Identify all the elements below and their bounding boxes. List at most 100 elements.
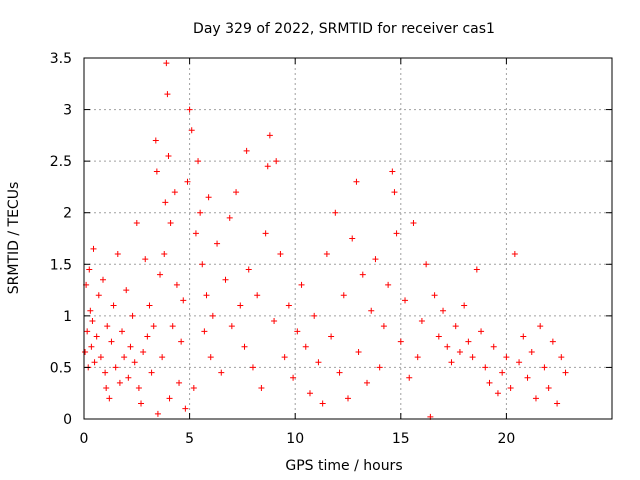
data-point [298,281,305,288]
data-point [262,230,269,237]
data-point [273,158,280,165]
data-point [241,343,248,350]
data-point [116,379,123,386]
data-point [171,189,178,196]
x-tick-label: 0 [80,431,89,447]
data-point [89,318,96,325]
data-point [290,374,297,381]
data-point [385,281,392,288]
data-point [150,323,157,330]
y-tick-label: 0 [63,412,72,428]
data-point [106,395,113,402]
data-point [169,323,176,330]
data-point [159,354,166,361]
data-point [359,271,366,278]
data-point [144,333,151,340]
data-point [233,189,240,196]
data-point [264,163,271,170]
data-point [372,256,379,263]
x-axis-label: GPS time / hours [285,458,402,474]
data-point [154,410,161,417]
data-point [465,338,472,345]
data-point [84,328,91,335]
data-point [440,307,447,314]
data-point [192,230,199,237]
data-point [444,343,451,350]
data-point [490,343,497,350]
data-point [207,354,214,361]
data-point [112,364,119,371]
x-tick-label: 15 [392,431,410,447]
data-point [524,374,531,381]
x-tick-label: 10 [286,431,304,447]
data-point [102,369,109,376]
data-point [302,343,309,350]
data-point [549,338,556,345]
data-point [469,354,476,361]
data-point [254,292,261,299]
data-point [245,266,252,273]
data-point [153,168,160,175]
data-point [294,328,301,335]
data-point [97,354,104,361]
data-point [311,312,318,319]
data-point [473,266,480,273]
data-point [166,395,173,402]
data-point [199,261,206,268]
data-point [355,348,362,355]
data-point [203,292,210,299]
data-point [195,158,202,165]
data-point [456,348,463,355]
data-point [138,400,145,407]
data-point [110,302,117,309]
data-point [135,385,142,392]
data-point [86,266,93,273]
data-point [249,364,256,371]
data-point [402,297,409,304]
data-point [461,302,468,309]
data-point [406,374,413,381]
data-points [82,60,569,420]
data-point [281,354,288,361]
data-point [336,369,343,376]
data-point [91,359,98,366]
data-point [176,379,183,386]
data-point [148,369,155,376]
data-point [537,323,544,330]
data-point [119,328,126,335]
data-point [222,276,229,283]
y-tick-label: 2.5 [50,154,72,170]
data-point [173,281,180,288]
data-point [164,91,171,98]
data-point [90,245,97,252]
data-point [448,359,455,366]
data-point [108,338,115,345]
data-point [507,385,514,392]
data-point [186,106,193,113]
data-point [87,307,94,314]
data-point [285,302,292,309]
data-point [266,132,273,139]
data-point [277,250,284,257]
y-tick-label: 1 [63,309,72,325]
data-point [414,354,421,361]
data-point [140,348,147,355]
data-point [157,271,164,278]
data-point [397,338,404,345]
data-point [340,292,347,299]
chart-title: Day 329 of 2022, SRMTID for receiver cas… [193,21,495,37]
data-point [93,333,100,340]
data-point [152,137,159,144]
data-point [214,240,221,247]
data-point [323,250,330,257]
plot-frame [83,57,613,420]
data-point [182,405,189,412]
data-point [452,323,459,330]
data-point [161,250,168,257]
axis-ticks [83,57,612,420]
data-point [184,178,191,185]
data-point [431,292,438,299]
data-point [100,276,107,283]
data-point [486,379,493,386]
